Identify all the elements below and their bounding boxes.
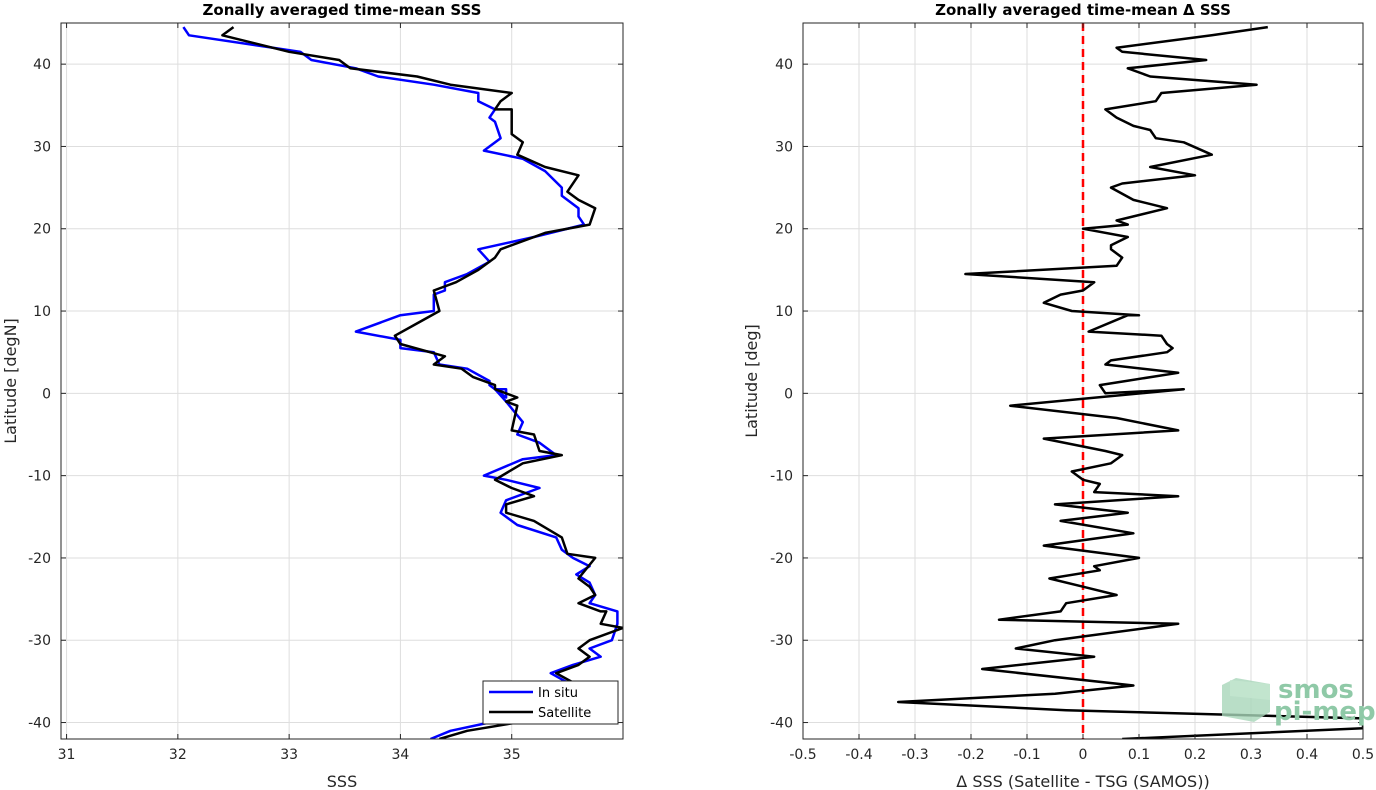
right-x-tick-label: 0.1 [1128,747,1150,763]
left-y-tick-label: 0 [42,386,51,402]
right-series-group [896,23,1363,739]
left-x-tick-label: 31 [58,747,76,763]
right-y-tick-label: -30 [770,633,793,649]
left-x-axis-label: SSS [327,772,357,790]
right-x-tick-label: 0.4 [1296,747,1318,763]
right-y-tick-label: 20 [775,222,793,238]
left-y-tick-label: -20 [28,551,51,567]
right-x-tick-label: -0.1 [1013,747,1040,763]
smos-pi-mep-logo: smos pi-mep [1222,675,1376,727]
left-x-tick-label: 35 [503,747,521,763]
logo-leaf-highlight-icon [1230,680,1270,700]
left-series-group [182,26,623,739]
left-x-tick-label: 32 [169,747,187,763]
right-x-tick-label: 0.5 [1352,747,1374,763]
right-y-tick-label: 10 [775,304,793,320]
legend-box [482,680,619,725]
right-x-axis-label: Δ SSS (Satellite - TSG (SAMOS)) [956,772,1209,790]
right-x-tick-label: -0.2 [957,747,984,763]
right-y-axis-label: Latitude [deg] [742,324,761,438]
logo-text-smos: smos [1278,675,1354,705]
left-y-tick-label: 30 [33,139,51,155]
right-tick-labels: -0.5 -0.4 -0.3 -0.2 -0.1 0 0.1 0.2 0.3 0.4 0.5 -40 -… [770,23,1374,763]
right-y-tick-label: 30 [775,139,793,155]
right-y-tick-label: 40 [775,57,793,73]
legend: In situ Satellite [482,680,619,725]
left-y-tick-label: 10 [33,304,51,320]
left-y-tick-label: -30 [28,633,51,649]
left-y-tick-label: 20 [33,222,51,238]
left-axes-frame [60,22,624,740]
logo-text-pi-mep: pi-mep [1274,697,1376,727]
right-y-tick-label: 0 [784,386,793,402]
right-y-tick-label: -40 [770,716,793,732]
right-x-tick-label: 0.2 [1184,747,1206,763]
left-series-line-satellite [221,26,623,739]
right-series-line-delta-sss [896,25,1363,739]
left-tick-labels: 31 32 33 34 35 -40 -30 -20 -10 0 10 20 30 40 [28,23,623,763]
right-y-tick-label: -10 [770,469,793,485]
left-y-tick-label: 40 [33,57,51,73]
right-x-tick-label: -0.5 [789,747,816,763]
right-x-tick-label: 0.3 [1240,747,1262,763]
left-grid [61,23,623,739]
right-x-tick-label: -0.4 [845,747,872,763]
left-x-tick-label: 33 [280,747,298,763]
left-y-tick-label: -10 [28,469,51,485]
right-y-tick-label: -20 [770,551,793,567]
left-chart-title: Zonally averaged time-mean SSS [203,1,482,19]
right-chart-title: Zonally averaged time-mean Δ SSS [935,1,1231,19]
right-x-tick-label: 0 [1079,747,1088,763]
right-x-tick-label: -0.3 [901,747,928,763]
legend-label-in-situ: In situ [538,686,578,701]
left-panel: 31 32 33 34 35 -40 -30 -20 -10 0 10 20 30 40 Zonally … [1,1,624,790]
right-panel: -0.5 -0.4 -0.3 -0.2 -0.1 0 0.1 0.2 0.3 0.4 0.5 -40 -… [742,1,1376,790]
legend-label-satellite: Satellite [538,706,591,721]
left-y-tick-label: -40 [28,716,51,732]
left-x-tick-label: 34 [392,747,410,763]
left-y-axis-label: Latitude [degN] [1,318,20,444]
